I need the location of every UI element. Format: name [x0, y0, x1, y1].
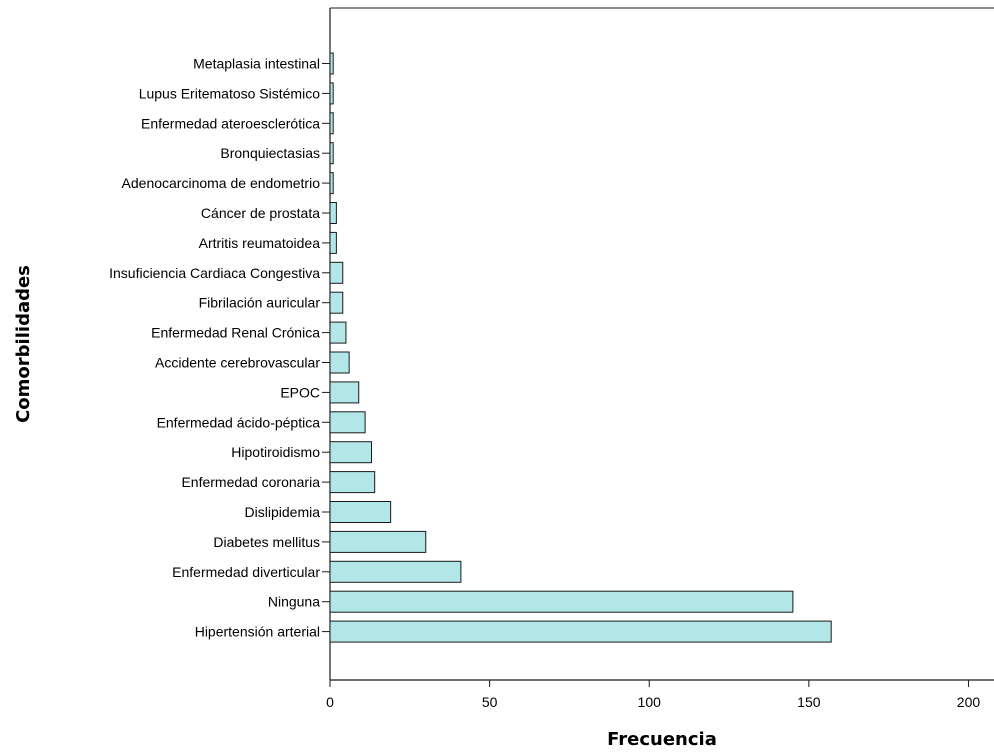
x-tick-label-1: 50 — [482, 694, 498, 710]
category-label-2: Enfermedad ateroesclerótica — [141, 115, 320, 131]
bar-3 — [329, 142, 334, 165]
bar-16 — [329, 530, 427, 553]
x-tick-label-2: 100 — [638, 694, 662, 710]
x-tick-label-3: 150 — [797, 694, 821, 710]
category-label-7: Insuficiencia Cardiaca Congestiva — [109, 265, 320, 281]
bar-0 — [329, 52, 334, 75]
bar-7 — [329, 261, 344, 284]
bar-9 — [329, 321, 347, 344]
category-label-17: Enfermedad diverticular — [172, 564, 320, 580]
category-label-6: Artritis reumatoidea — [199, 235, 321, 251]
category-label-19: Hipertensión arterial — [195, 624, 320, 640]
x-tick-label-4: 200 — [957, 694, 981, 710]
bar-5 — [329, 202, 337, 224]
category-label-3: Bronquiectasias — [220, 145, 320, 161]
category-label-0: Metaplasia intestinal — [193, 56, 320, 72]
category-label-10: Accidente cerebrovascular — [155, 355, 320, 371]
x-ticks-group: 0 50 100 150 200 — [326, 680, 980, 710]
category-label-16: Diabetes mellitus — [213, 534, 320, 550]
bar-11 — [329, 381, 360, 404]
category-label-14: Enfermedad coronaria — [181, 474, 320, 490]
category-label-13: Hipotiroidismo — [231, 444, 320, 460]
y-axis-title: Comorbilidades — [13, 265, 34, 423]
bars-group — [329, 52, 832, 643]
category-label-11: EPOC — [280, 384, 320, 400]
category-label-15: Dislipidemia — [245, 504, 321, 520]
bar-10 — [329, 351, 350, 374]
bar-14 — [329, 471, 376, 494]
category-label-9: Enfermedad Renal Crónica — [151, 325, 320, 341]
category-labels-group: Metaplasia intestinal Lupus Eritematoso S… — [109, 56, 330, 640]
bar-12 — [329, 411, 366, 434]
bar-15 — [329, 501, 392, 523]
category-label-12: Enfermedad ácido-péptica — [157, 414, 321, 430]
category-label-18: Ninguna — [268, 594, 320, 610]
category-label-5: Cáncer de prostata — [201, 205, 320, 221]
bar-18 — [329, 590, 794, 613]
bar-19 — [329, 620, 832, 643]
category-label-4: Adenocarcinoma de endometrio — [122, 175, 321, 191]
bar-4 — [329, 172, 334, 195]
x-tick-label-0: 0 — [326, 694, 334, 710]
bar-17 — [329, 560, 462, 583]
bar-8 — [329, 291, 344, 314]
bar-13 — [329, 441, 372, 464]
category-label-8: Fibrilación auricular — [199, 295, 321, 311]
bar-2 — [329, 112, 334, 135]
bar-1 — [329, 82, 334, 105]
x-axis-title: Frecuencia — [607, 729, 717, 750]
category-label-1: Lupus Eritematoso Sistémico — [139, 85, 321, 101]
bar-6 — [329, 231, 337, 254]
